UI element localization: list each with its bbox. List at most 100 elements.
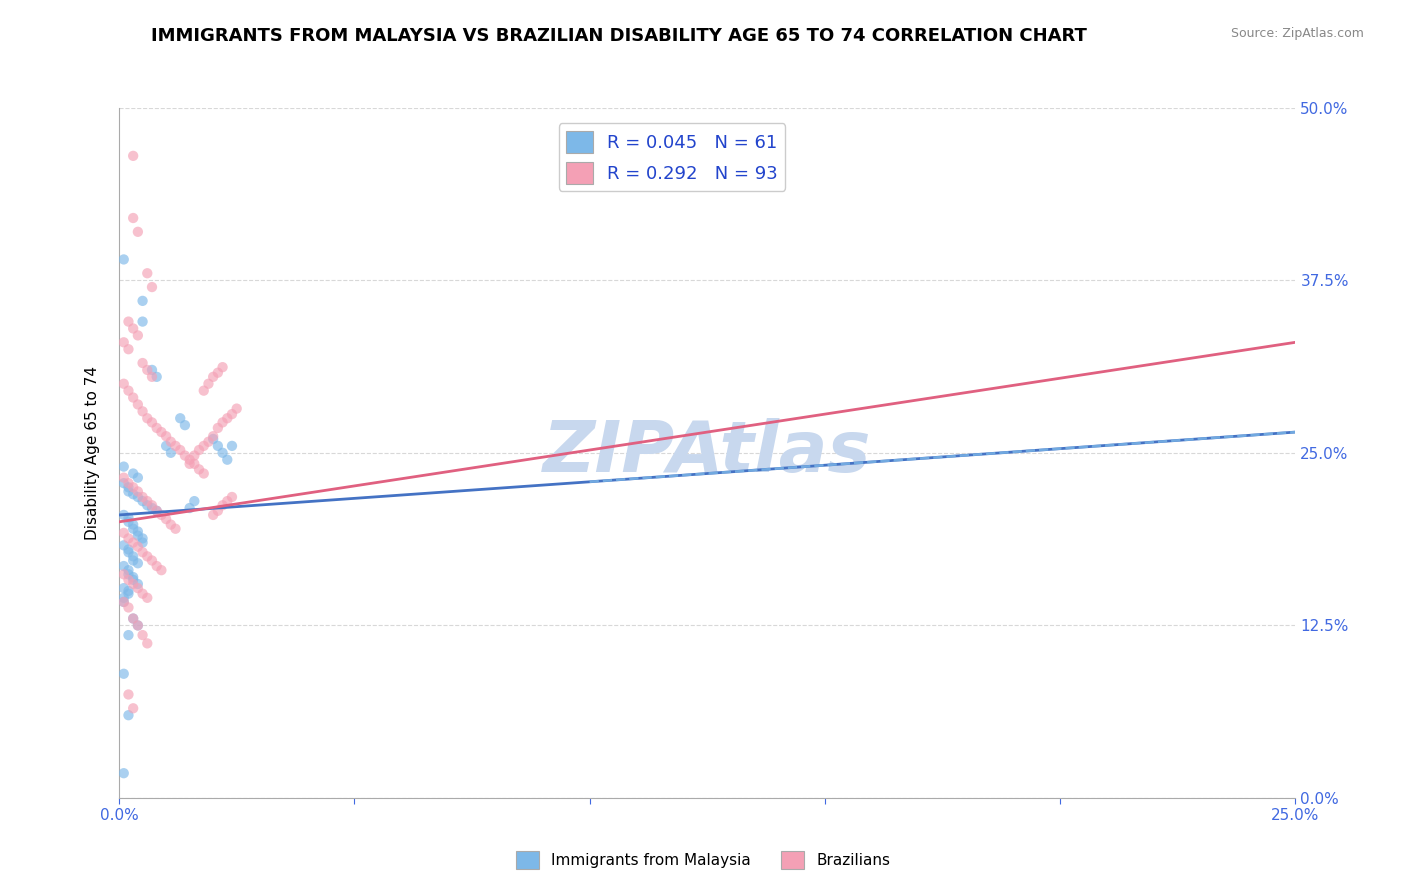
- Point: [217, 452, 239, 467]
- Legend: Immigrants from Malaysia, Brazilians: Immigrants from Malaysia, Brazilians: [509, 845, 897, 875]
- Point: [197, 376, 219, 391]
- Point: [150, 563, 173, 577]
- Point: [122, 553, 145, 567]
- Point: [117, 484, 139, 499]
- Point: [112, 591, 135, 605]
- Point: [117, 510, 139, 524]
- Point: [179, 452, 201, 467]
- Point: [127, 470, 149, 484]
- Point: [112, 476, 135, 491]
- Point: [112, 766, 135, 780]
- Point: [174, 449, 197, 463]
- Text: Source: ZipAtlas.com: Source: ZipAtlas.com: [1230, 27, 1364, 40]
- Point: [131, 587, 153, 601]
- Point: [207, 421, 229, 435]
- Point: [202, 369, 225, 384]
- Point: [112, 581, 135, 595]
- Point: [145, 369, 167, 384]
- Point: [183, 449, 205, 463]
- Point: [127, 397, 149, 411]
- Point: [150, 508, 173, 522]
- Point: [117, 532, 139, 546]
- Point: [211, 446, 233, 460]
- Point: [122, 211, 145, 225]
- Point: [127, 524, 149, 539]
- Point: [117, 515, 139, 529]
- Point: [117, 688, 139, 702]
- Point: [127, 618, 149, 632]
- Point: [117, 587, 139, 601]
- Point: [141, 416, 163, 430]
- Point: [179, 457, 201, 471]
- Point: [122, 149, 145, 163]
- Point: [122, 391, 145, 405]
- Point: [117, 628, 139, 642]
- Point: [136, 494, 159, 508]
- Point: [131, 404, 153, 418]
- Point: [127, 484, 149, 499]
- Point: [183, 457, 205, 471]
- Y-axis label: Disability Age 65 to 74: Disability Age 65 to 74: [86, 366, 100, 540]
- Point: [193, 439, 215, 453]
- Point: [193, 384, 215, 398]
- Point: [188, 443, 211, 458]
- Point: [217, 494, 239, 508]
- Point: [145, 421, 167, 435]
- Point: [122, 535, 145, 549]
- Point: [211, 360, 233, 375]
- Point: [127, 540, 149, 554]
- Point: [117, 315, 139, 329]
- Point: [117, 342, 139, 356]
- Point: [117, 545, 139, 559]
- Point: [112, 666, 135, 681]
- Point: [112, 595, 135, 609]
- Point: [141, 363, 163, 377]
- Point: [112, 525, 135, 540]
- Point: [112, 459, 135, 474]
- Point: [112, 252, 135, 267]
- Point: [183, 494, 205, 508]
- Point: [131, 315, 153, 329]
- Point: [136, 549, 159, 564]
- Point: [122, 480, 145, 494]
- Point: [122, 570, 145, 584]
- Point: [221, 439, 243, 453]
- Point: [112, 470, 135, 484]
- Point: [112, 567, 135, 582]
- Point: [112, 538, 135, 552]
- Point: [193, 467, 215, 481]
- Point: [131, 535, 153, 549]
- Point: [211, 498, 233, 512]
- Point: [112, 376, 135, 391]
- Point: [122, 487, 145, 501]
- Point: [202, 429, 225, 443]
- Point: [141, 369, 163, 384]
- Point: [217, 411, 239, 425]
- Point: [159, 446, 181, 460]
- Legend: R = 0.045   N = 61, R = 0.292   N = 93: R = 0.045 N = 61, R = 0.292 N = 93: [558, 123, 786, 191]
- Point: [141, 501, 163, 516]
- Point: [159, 434, 181, 449]
- Point: [122, 611, 145, 625]
- Point: [117, 567, 139, 582]
- Point: [117, 573, 139, 587]
- Point: [150, 425, 173, 439]
- Point: [131, 494, 153, 508]
- Point: [117, 476, 139, 491]
- Point: [136, 266, 159, 280]
- Point: [112, 508, 135, 522]
- Point: [112, 595, 135, 609]
- Point: [122, 517, 145, 532]
- Point: [211, 416, 233, 430]
- Point: [169, 411, 191, 425]
- Point: [165, 439, 187, 453]
- Text: IMMIGRANTS FROM MALAYSIA VS BRAZILIAN DISABILITY AGE 65 TO 74 CORRELATION CHART: IMMIGRANTS FROM MALAYSIA VS BRAZILIAN DI…: [150, 27, 1087, 45]
- Point: [136, 591, 159, 605]
- Point: [131, 545, 153, 559]
- Point: [131, 293, 153, 308]
- Point: [117, 708, 139, 723]
- Point: [117, 542, 139, 557]
- Point: [207, 439, 229, 453]
- Point: [131, 356, 153, 370]
- Point: [188, 462, 211, 476]
